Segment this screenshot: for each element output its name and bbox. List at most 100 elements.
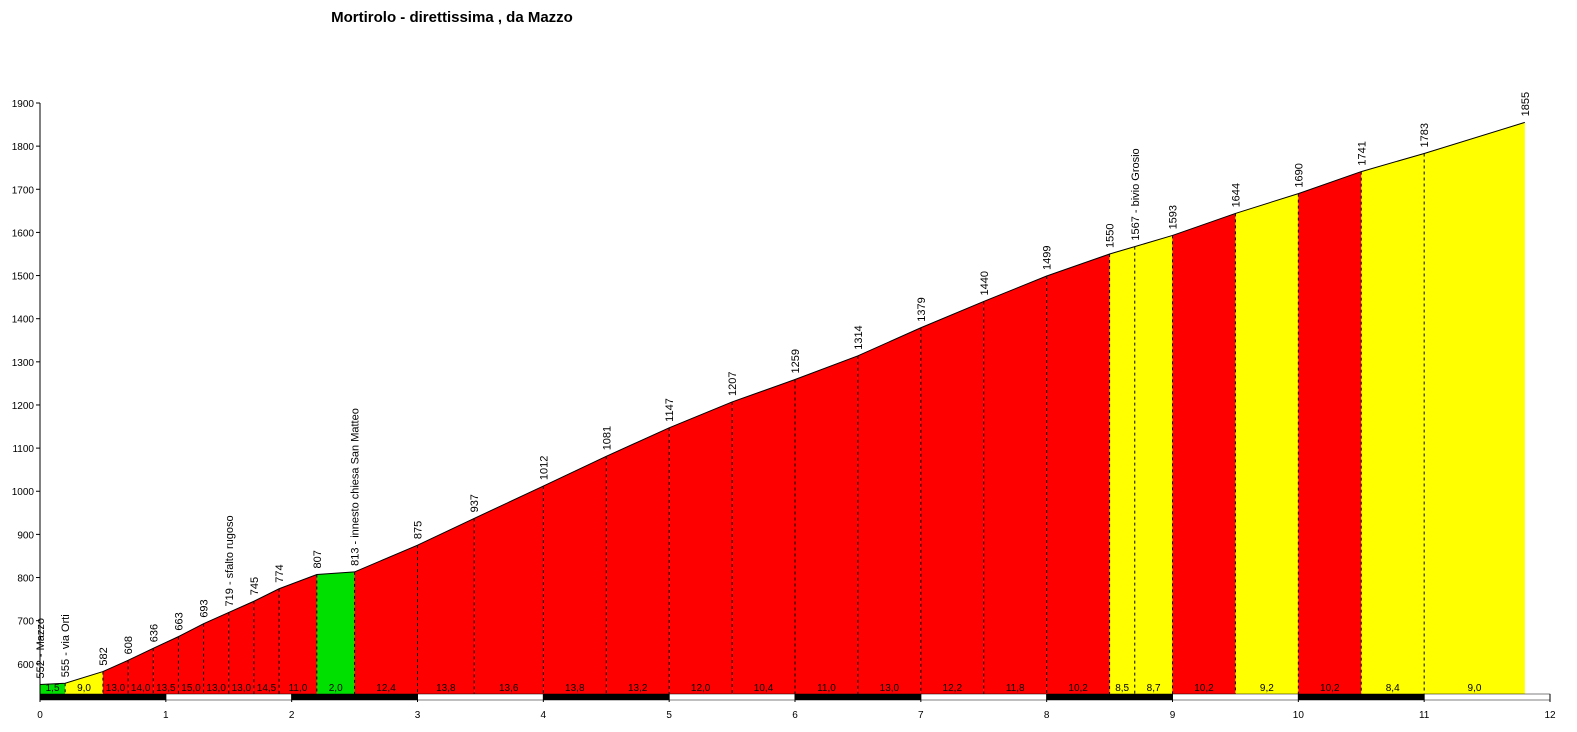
gradient-label: 15,0 bbox=[181, 683, 201, 694]
gradient-segment bbox=[65, 671, 103, 694]
elevation-label: 774 bbox=[274, 564, 286, 582]
scale-bar bbox=[39, 693, 167, 701]
y-tick-label: 1100 bbox=[12, 444, 34, 455]
elevation-label: 1081 bbox=[601, 426, 613, 450]
scale-bar bbox=[920, 693, 1047, 701]
gradient-segment bbox=[253, 588, 280, 694]
gradient-segment bbox=[1361, 153, 1425, 694]
x-tick-label: 12 bbox=[1544, 710, 1556, 721]
gradient-segment bbox=[128, 648, 154, 694]
gradient-segment bbox=[1109, 246, 1135, 694]
gradient-label: 9,2 bbox=[1260, 683, 1274, 694]
gradient-label: 10,2 bbox=[1068, 683, 1088, 694]
gradient-label: 9,0 bbox=[77, 683, 91, 694]
elevation-label: 555 - via Orti bbox=[60, 614, 72, 677]
gradient-segment bbox=[178, 623, 204, 694]
gradient-segment bbox=[543, 456, 607, 694]
y-tick-label: 700 bbox=[17, 617, 34, 628]
gradient-label: 8,5 bbox=[1115, 683, 1129, 694]
gradient-label: 9,0 bbox=[1468, 683, 1482, 694]
elevation-label: 807 bbox=[312, 550, 324, 568]
gradient-segment bbox=[1298, 171, 1362, 694]
elevation-label: 663 bbox=[173, 612, 185, 630]
elevation-label: 1147 bbox=[664, 398, 676, 422]
scale-bar bbox=[165, 693, 292, 701]
gradient-label: 13,0 bbox=[880, 683, 900, 694]
gradient-segment bbox=[732, 379, 795, 694]
gradient-label: 14,5 bbox=[257, 683, 277, 694]
scale-bar bbox=[543, 693, 670, 701]
elevation-label: 1550 bbox=[1105, 224, 1117, 248]
gradient-segment bbox=[1046, 253, 1110, 694]
elevation-label: 1783 bbox=[1419, 123, 1431, 147]
elevation-label: 813 - innesto chiesa San Matteo bbox=[350, 408, 362, 566]
gradient-segment bbox=[417, 518, 475, 694]
y-tick-label: 1700 bbox=[12, 185, 35, 196]
elevation-label: 1259 bbox=[790, 349, 802, 373]
gradient-segment bbox=[474, 486, 544, 694]
gradient-label: 12,0 bbox=[691, 683, 711, 694]
gradient-label: 8,7 bbox=[1147, 683, 1161, 694]
gradient-label: 13,8 bbox=[436, 683, 456, 694]
scale-bar bbox=[1298, 693, 1425, 701]
elevation-label: 1644 bbox=[1230, 183, 1242, 207]
gradient-label: 12,4 bbox=[376, 683, 396, 694]
gradient-label: 11,0 bbox=[817, 683, 836, 694]
gradient-label: 13,8 bbox=[565, 683, 585, 694]
gradient-segment bbox=[102, 660, 129, 694]
gradient-segment bbox=[40, 683, 66, 694]
gradient-segment bbox=[983, 275, 1047, 694]
elevation-label: 1440 bbox=[979, 271, 991, 295]
gradient-segment bbox=[669, 401, 733, 694]
elevation-label: 1741 bbox=[1356, 141, 1368, 165]
gradient-segment bbox=[1172, 213, 1236, 694]
y-tick-label: 1600 bbox=[12, 228, 35, 239]
x-tick-label: 1 bbox=[163, 710, 169, 721]
gradient-label: 2,0 bbox=[329, 683, 343, 694]
elevation-label: 745 bbox=[249, 577, 261, 595]
gradient-segment bbox=[153, 636, 179, 694]
gradient-label: 8,4 bbox=[1386, 683, 1400, 694]
gradient-label: 13,0 bbox=[206, 683, 226, 694]
elevation-label: 636 bbox=[148, 624, 160, 642]
gradient-label: 10,2 bbox=[1320, 683, 1340, 694]
x-tick-label: 9 bbox=[1170, 710, 1176, 721]
x-tick-label: 10 bbox=[1293, 710, 1305, 721]
elevation-label: 1593 bbox=[1168, 205, 1180, 229]
gradient-label: 13,2 bbox=[628, 683, 648, 694]
scale-bar bbox=[1172, 693, 1299, 701]
y-tick-label: 600 bbox=[17, 660, 34, 671]
x-tick-label: 3 bbox=[415, 710, 421, 721]
gradient-label: 13,0 bbox=[232, 683, 252, 694]
y-tick-label: 1500 bbox=[12, 272, 35, 283]
gradient-label: 10,4 bbox=[754, 683, 774, 694]
elevation-label: 693 bbox=[199, 599, 211, 617]
y-tick-label: 1800 bbox=[12, 142, 35, 153]
gradient-label: 11,0 bbox=[289, 683, 308, 694]
elevation-label: 1314 bbox=[853, 325, 865, 349]
elevation-label: 719 - sfalto rugoso bbox=[224, 515, 236, 606]
y-tick-label: 800 bbox=[17, 574, 34, 585]
elevation-label: 582 bbox=[98, 647, 110, 665]
gradient-label: 1,5 bbox=[46, 683, 60, 694]
x-tick-label: 6 bbox=[792, 710, 798, 721]
elevation-label: 1012 bbox=[538, 456, 550, 480]
elevation-label: 552 - Mazzo bbox=[35, 618, 47, 679]
gradient-label: 13,5 bbox=[156, 683, 176, 694]
elevation-label: 1379 bbox=[916, 297, 928, 321]
x-tick-label: 7 bbox=[918, 710, 924, 721]
y-tick-label: 1300 bbox=[12, 358, 35, 369]
gradient-segment bbox=[1134, 235, 1173, 694]
scale-bar bbox=[668, 693, 796, 701]
gradient-segment bbox=[1424, 122, 1525, 694]
elevation-label: 1207 bbox=[727, 371, 739, 395]
gradient-label: 10,2 bbox=[1194, 683, 1214, 694]
x-tick-label: 2 bbox=[289, 710, 295, 721]
y-tick-label: 1000 bbox=[12, 487, 35, 498]
elevation-label: 1499 bbox=[1042, 246, 1054, 270]
y-tick-label: 900 bbox=[17, 530, 34, 541]
y-tick-label: 1900 bbox=[12, 99, 35, 110]
elevation-label: 1567 - bivio Grosio bbox=[1130, 148, 1142, 240]
elevation-label: 875 bbox=[413, 521, 425, 539]
